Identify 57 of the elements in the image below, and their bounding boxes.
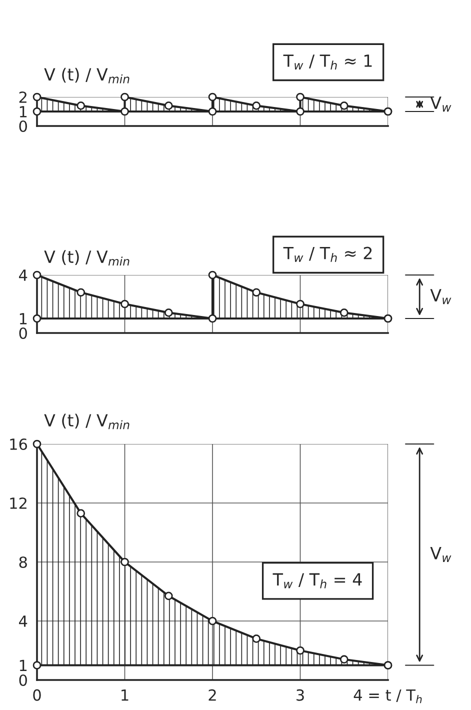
- point: [164, 308, 173, 317]
- y-tick-label: 1: [20, 106, 27, 118]
- x-tick-label: 0: [33, 689, 41, 701]
- point: [120, 107, 129, 116]
- point: [296, 107, 304, 116]
- point: [32, 661, 42, 670]
- y-tick-label: 0: [19, 674, 27, 686]
- text: T$_{w}$ / T$_{h}$ ≈ 2: [283, 246, 372, 262]
- point: [76, 509, 86, 518]
- y-tick-label: 16: [10, 438, 28, 450]
- point: [164, 102, 173, 110]
- point: [208, 314, 217, 323]
- text: V$_{w}$: [430, 96, 452, 112]
- text: V$_{w}$: [430, 289, 452, 304]
- x-tick-label: 2: [208, 689, 216, 701]
- y-tick-label: 4: [19, 616, 28, 627]
- annotation: T$_{w}$ / T$_{h}$ = 4: [272, 573, 362, 588]
- point: [252, 634, 261, 643]
- y-tick-label: 8: [19, 556, 27, 568]
- x-tick-label: 1: [122, 690, 128, 701]
- y-tick-label: 1: [20, 660, 27, 672]
- point: [76, 288, 86, 297]
- y-axis-title: V (t) / V$_{min}$: [44, 250, 130, 266]
- point: [340, 308, 348, 317]
- point: [296, 646, 304, 655]
- point: [208, 107, 217, 116]
- point: [340, 102, 348, 110]
- point: [32, 107, 42, 116]
- point: [32, 270, 42, 280]
- x-tick-label: 3: [296, 689, 304, 701]
- y-tick-label: 0: [19, 327, 27, 340]
- point: [32, 92, 42, 102]
- y-tick-label: 0: [19, 120, 27, 132]
- point: [164, 592, 173, 600]
- point: [120, 92, 129, 102]
- point: [208, 270, 217, 280]
- point: [120, 300, 129, 308]
- y-tick-label: 2: [19, 91, 26, 103]
- text: V$_{w}$: [430, 547, 452, 562]
- point: [32, 314, 42, 323]
- point: [252, 102, 261, 110]
- y-tick-label: 4: [19, 270, 28, 281]
- point: [208, 616, 217, 626]
- y-tick-label: 12: [10, 497, 26, 509]
- point: [296, 92, 304, 102]
- point: [296, 300, 304, 308]
- point: [340, 655, 348, 664]
- point: [208, 92, 217, 102]
- text: T$_{w}$ / T$_{h}$ ≈ 1: [283, 54, 372, 70]
- y-tick-label: 1: [20, 313, 27, 324]
- point: [252, 288, 261, 297]
- y-axis-title: V (t) / V$_{min}$: [44, 414, 130, 430]
- x-tick-label: 4 = t / T$_{h}$: [354, 689, 422, 704]
- point: [76, 102, 86, 110]
- point: [120, 558, 129, 566]
- y-axis-title: V (t) / V$_{min}$: [44, 68, 130, 84]
- point: [32, 440, 42, 448]
